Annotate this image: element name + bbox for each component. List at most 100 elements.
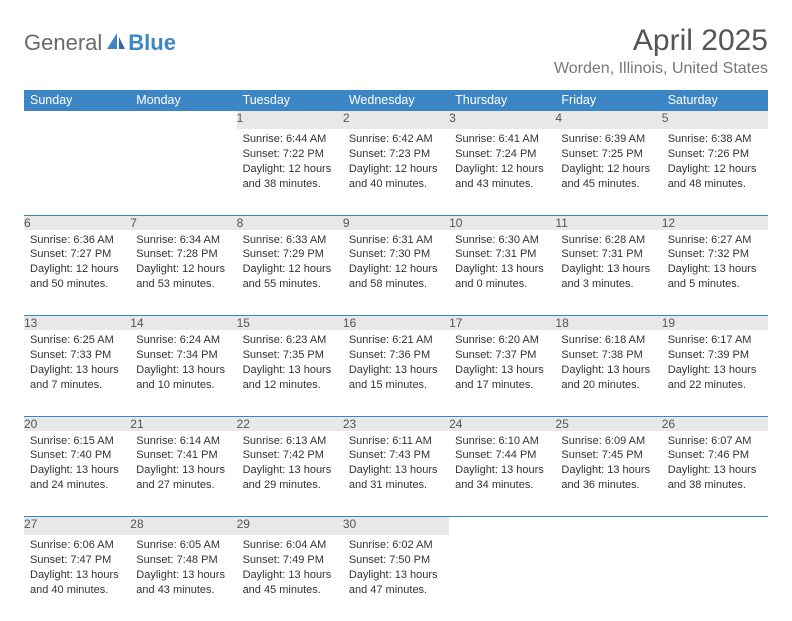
sunset-line: Sunset: 7:29 PM [243,247,337,262]
day-number: 1 [237,111,244,125]
day-number-cell: 24 [449,416,555,431]
sunset-line: Sunset: 7:48 PM [136,553,230,568]
daylight-line-2: and 45 minutes. [243,583,337,598]
daylight-line-2: and 31 minutes. [349,478,443,493]
day-cell: Sunrise: 6:05 AMSunset: 7:48 PMDaylight:… [130,535,236,621]
daylight-line-1: Daylight: 12 hours [455,162,549,177]
day-number-cell: 5 [662,111,768,130]
sunrise-line: Sunrise: 6:24 AM [136,333,230,348]
sunrise-line: Sunrise: 6:07 AM [668,434,762,449]
day-number: 30 [343,517,356,531]
day-number: 21 [130,417,143,431]
day-number: 5 [662,111,669,125]
day-number: 10 [449,216,462,230]
daylight-line-1: Daylight: 13 hours [668,363,762,378]
sunset-line: Sunset: 7:33 PM [30,348,124,363]
daylight-line-2: and 12 minutes. [243,378,337,393]
day-cell: Sunrise: 6:04 AMSunset: 7:49 PMDaylight:… [237,535,343,621]
day-number-cell: 4 [555,111,661,130]
weekday-header: Tuesday [237,90,343,111]
sunrise-line: Sunrise: 6:41 AM [455,132,549,147]
daylight-line-1: Daylight: 13 hours [30,463,124,478]
sunset-line: Sunset: 7:45 PM [561,448,655,463]
sunset-line: Sunset: 7:22 PM [243,147,337,162]
day-cell: Sunrise: 6:13 AMSunset: 7:42 PMDaylight:… [237,431,343,517]
day-cell: Sunrise: 6:24 AMSunset: 7:34 PMDaylight:… [130,330,236,416]
sunset-line: Sunset: 7:50 PM [349,553,443,568]
page-title: April 2025 [554,24,768,58]
day-number: 4 [555,111,562,125]
daylight-line-2: and 22 minutes. [668,378,762,393]
day-number-cell: 13 [24,316,130,331]
day-number-cell: 3 [449,111,555,130]
day-number: 8 [237,216,244,230]
day-cell: Sunrise: 6:28 AMSunset: 7:31 PMDaylight:… [555,230,661,316]
daylight-line-2: and 24 minutes. [30,478,124,493]
day-number: 7 [130,216,137,230]
day-cell: Sunrise: 6:06 AMSunset: 7:47 PMDaylight:… [24,535,130,621]
weekday-header: Saturday [662,90,768,111]
daylight-line-1: Daylight: 12 hours [561,162,655,177]
sunset-line: Sunset: 7:24 PM [455,147,549,162]
logo: General Blue [24,30,176,56]
daylight-line-2: and 43 minutes. [136,583,230,598]
daylight-line-1: Daylight: 12 hours [30,262,124,277]
day-cell: Sunrise: 6:36 AMSunset: 7:27 PMDaylight:… [24,230,130,316]
sunrise-line: Sunrise: 6:44 AM [243,132,337,147]
sunset-line: Sunset: 7:38 PM [561,348,655,363]
sunset-line: Sunset: 7:44 PM [455,448,549,463]
sunrise-line: Sunrise: 6:04 AM [243,538,337,553]
sunrise-line: Sunrise: 6:20 AM [455,333,549,348]
day-number-cell: 12 [662,215,768,230]
day-cell: Sunrise: 6:07 AMSunset: 7:46 PMDaylight:… [662,431,768,517]
day-number-cell [662,517,768,536]
weekday-header: Friday [555,90,661,111]
sunset-line: Sunset: 7:41 PM [136,448,230,463]
daylight-line-1: Daylight: 13 hours [136,363,230,378]
sunrise-line: Sunrise: 6:10 AM [455,434,549,449]
calendar-table: SundayMondayTuesdayWednesdayThursdayFrid… [24,90,768,621]
calendar-body: 12 3 4 5 Sunrise: 6:44 AMSunset: 7:22 PM Dayl… [24,111,768,621]
day-number: 6 [24,216,31,230]
sunrise-line: Sunrise: 6:13 AM [243,434,337,449]
sunrise-line: Sunrise: 6:23 AM [243,333,337,348]
daylight-line-1: Daylight: 13 hours [668,262,762,277]
day-number-cell: 28 [130,517,236,536]
day-number: 29 [237,517,250,531]
day-cell: Sunrise: 6:33 AMSunset: 7:29 PMDaylight:… [237,230,343,316]
daylight-line-1: Daylight: 12 hours [668,162,762,177]
daylight-line-2: and 29 minutes. [243,478,337,493]
daylight-line-2: and 40 minutes. [30,583,124,598]
day-number-cell: 26 [662,416,768,431]
sunset-line: Sunset: 7:39 PM [668,348,762,363]
sunrise-line: Sunrise: 6:36 AM [30,233,124,248]
day-cell: Sunrise: 6:41 AMSunset: 7:24 PMDaylight:… [449,129,555,215]
day-cell: Sunrise: 6:10 AMSunset: 7:44 PMDaylight:… [449,431,555,517]
daylight-line-1: Daylight: 13 hours [455,262,549,277]
daylight-line-1: Daylight: 13 hours [243,463,337,478]
day-number: 16 [343,316,356,330]
day-number: 17 [449,316,462,330]
sunrise-line: Sunrise: 6:33 AM [243,233,337,248]
day-number-cell: 14 [130,316,236,331]
sunrise-line: Sunrise: 6:34 AM [136,233,230,248]
sunrise-line: Sunrise: 6:05 AM [136,538,230,553]
day-cell: Sunrise: 6:30 AMSunset: 7:31 PMDaylight:… [449,230,555,316]
logo-text-general: General [24,30,102,56]
sunset-line: Sunset: 7:28 PM [136,247,230,262]
day-cell [662,535,768,621]
sunrise-line: Sunrise: 6:27 AM [668,233,762,248]
title-block: April 2025 Worden, Illinois, United Stat… [554,24,768,78]
day-cell: Sunrise: 6:38 AMSunset: 7:26 PMDaylight:… [662,129,768,215]
day-cell: Sunrise: 6:11 AMSunset: 7:43 PMDaylight:… [343,431,449,517]
day-number: 3 [449,111,456,125]
sunrise-line: Sunrise: 6:28 AM [561,233,655,248]
day-cell: Sunrise: 6:31 AMSunset: 7:30 PMDaylight:… [343,230,449,316]
day-number-cell: 9 [343,215,449,230]
daylight-line-1: Daylight: 13 hours [455,363,549,378]
day-cell: Sunrise: 6:27 AMSunset: 7:32 PMDaylight:… [662,230,768,316]
day-cell: Sunrise: 6:21 AMSunset: 7:36 PMDaylight:… [343,330,449,416]
daylight-line-1: Daylight: 13 hours [561,262,655,277]
day-number: 20 [24,417,37,431]
day-number: 13 [24,316,37,330]
